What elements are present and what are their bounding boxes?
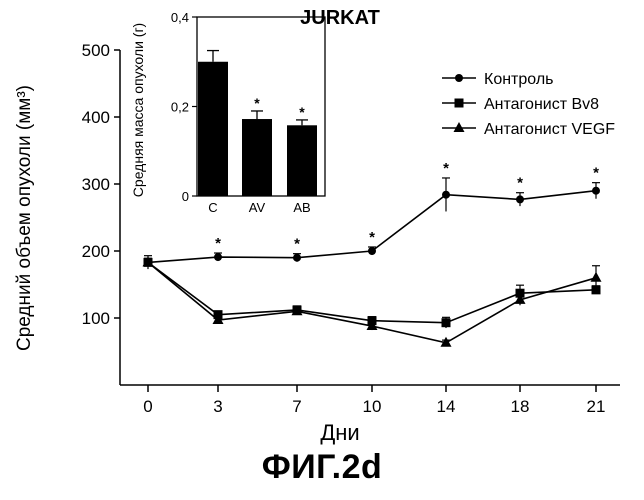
legend-marker-triangle: [454, 122, 465, 132]
y-tick-label: 400: [82, 108, 110, 127]
y-tick-label: 100: [82, 309, 110, 328]
inset-bar-chart: Средняя масса опухоли (г) 0 0,2 0,4 C * AV * AB: [130, 10, 325, 215]
significance-star: *: [593, 165, 599, 182]
y-tick-label: 500: [82, 41, 110, 60]
inset-bar: [242, 119, 272, 196]
significance-star: *: [294, 236, 300, 253]
data-point-triangle: [591, 272, 602, 282]
chart-title: JURKAT: [300, 7, 380, 29]
data-point-circle: [214, 253, 222, 261]
y-tick-label: 200: [82, 242, 110, 261]
x-tick-label: 10: [363, 397, 382, 416]
figure-caption: ФИГ.2d: [0, 448, 644, 487]
series-line-triangle: [148, 262, 596, 342]
y-axis-label: Средний объем опухоли (мм³): [14, 85, 35, 351]
inset-x-tick-label: AV: [249, 200, 266, 215]
inset-y-tick-label: 0,2: [171, 100, 189, 115]
inset-bar: [287, 125, 317, 196]
significance-star: *: [369, 229, 375, 246]
inset-bar: [198, 62, 228, 196]
significance-star: *: [517, 175, 523, 192]
x-tick-label: 14: [437, 397, 456, 416]
x-tick-label: 7: [292, 397, 301, 416]
inset-y-tick-label: 0,4: [171, 10, 189, 25]
data-point-circle: [592, 187, 600, 195]
x-tick-label: 3: [213, 397, 222, 416]
significance-star: *: [443, 160, 449, 177]
inset-x-tick-label: C: [208, 200, 217, 215]
legend-marker-square: [455, 99, 464, 108]
inset-y-axis-label: Средняя масса опухоли (г): [130, 23, 146, 197]
legend-label: Контроль: [484, 71, 554, 88]
legend-label: Антагонист Bv8: [484, 96, 599, 113]
x-axis-label: Дни: [320, 420, 359, 445]
data-point-circle: [368, 247, 376, 255]
y-tick-label: 300: [82, 175, 110, 194]
data-point-circle: [442, 191, 450, 199]
data-point-square: [442, 318, 451, 327]
data-point-circle: [516, 195, 524, 203]
x-tick-label: 21: [587, 397, 606, 416]
legend-label: Антагонист VEGF: [484, 121, 615, 138]
x-tick-label: 0: [143, 397, 152, 416]
inset-significance-star: *: [299, 104, 305, 120]
data-point-circle: [293, 254, 301, 262]
inset-x-tick-label: AB: [293, 200, 310, 215]
x-tick-label: 18: [511, 397, 530, 416]
legend-marker-circle: [455, 74, 463, 82]
inset-significance-star: *: [254, 95, 260, 111]
inset-y-tick-label: 0: [182, 189, 189, 204]
significance-star: *: [215, 235, 221, 252]
legend: Контроль Антагонист Bv8 Антагонист VEGF: [442, 71, 615, 138]
